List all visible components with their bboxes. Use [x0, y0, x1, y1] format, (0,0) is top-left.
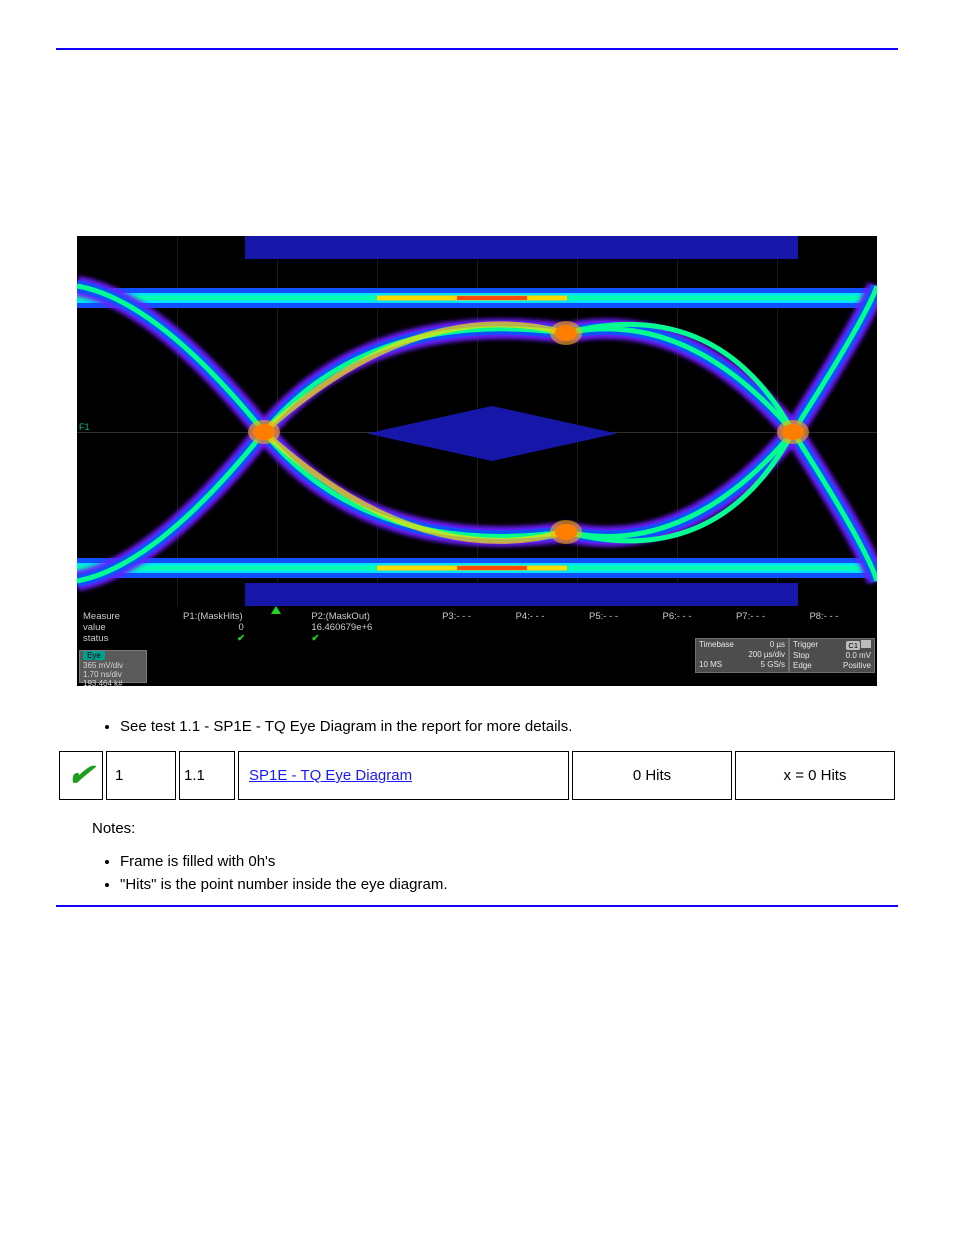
meas-header: P3:- - -	[436, 611, 509, 622]
measure-status-label: status	[77, 633, 177, 644]
trigger-slope: Positive	[843, 661, 871, 671]
trigger-panel: Trigger C1 Stop 0.0 mV Edge Positive	[789, 638, 875, 673]
pass-check-cell: ✔	[59, 751, 103, 800]
meas-header: P8:- - -	[803, 611, 877, 622]
timebase-tdiv: 200 µs/div	[748, 650, 785, 660]
see-also-list: See test 1.1 - SP1E - TQ Eye Diagram in …	[56, 716, 898, 737]
timebase-offset: 0 µs	[770, 640, 785, 650]
result-subindex: 1.1	[179, 751, 235, 800]
trigger-title: Trigger	[793, 640, 818, 651]
measure-row-label: Measure	[77, 611, 177, 622]
eye-badge-vdiv: 365 mV/div	[83, 661, 123, 670]
trigger-mode: Edge	[793, 661, 812, 671]
trigger-state: Stop	[793, 651, 809, 661]
note-item: "Hits" is the point number inside the ey…	[120, 874, 898, 895]
oscilloscope-screenshot: F1 Measure P1:(MaskHits) P2:(MaskOut) P3…	[77, 236, 877, 686]
meas-value: 16.460679e+6	[305, 622, 436, 633]
meas-header: P2:(MaskOut)	[305, 611, 436, 622]
result-measured: 0 Hits	[572, 751, 732, 800]
result-test-link[interactable]: SP1E - TQ Eye Diagram	[238, 751, 569, 800]
notes-list: Frame is filled with 0h's "Hits" is the …	[56, 851, 898, 895]
eye-badge-count: 193.464 k#	[83, 679, 123, 686]
result-row-table: ✔ 1 1.1 SP1E - TQ Eye Diagram 0 Hits x =…	[56, 751, 898, 800]
status-panels: Timebase 0 µs 200 µs/div 10 MS 5 GS/s Trig…	[695, 638, 875, 673]
trigger-src-icon: C1	[846, 641, 860, 650]
check-icon: ✔	[177, 633, 305, 644]
measure-value-label: value	[77, 622, 177, 633]
channel-f1-label: F1	[79, 422, 90, 432]
see-also-item: See test 1.1 - SP1E - TQ Eye Diagram in …	[120, 716, 898, 737]
timebase-samples: 10 MS	[699, 660, 722, 670]
meas-header: P1:(MaskHits)	[177, 611, 305, 622]
meas-header: P6:- - -	[657, 611, 730, 622]
meas-header: P7:- - -	[730, 611, 803, 622]
meas-header: P4:- - -	[510, 611, 583, 622]
trigger-edge-icon	[861, 640, 871, 648]
eye-badge-tdiv: 1.70 ns/div	[83, 670, 122, 679]
timebase-panel: Timebase 0 µs 200 µs/div 10 MS 5 GS/s	[695, 638, 789, 673]
notes-heading: Notes:	[92, 820, 898, 837]
timebase-title: Timebase	[699, 640, 734, 650]
eye-diagram-svg	[77, 236, 877, 606]
horizontal-rule-top	[56, 48, 898, 50]
note-item: Frame is filled with 0h's	[120, 851, 898, 872]
trigger-level: 0.0 mV	[846, 651, 871, 661]
timebase-rate: 5 GS/s	[761, 660, 785, 670]
diag-group	[77, 286, 877, 581]
horizontal-rule-bottom	[56, 905, 898, 907]
pass-check-icon: ✔	[66, 758, 96, 793]
result-index: 1	[106, 751, 176, 800]
meas-value: 0	[177, 622, 305, 633]
meas-header: P5:- - -	[583, 611, 656, 622]
eye-settings-badge: Eye 365 mV/div 1.70 ns/div 193.464 k#	[79, 650, 147, 683]
eye-badge-tag: Eye	[83, 651, 105, 660]
table-row: ✔ 1 1.1 SP1E - TQ Eye Diagram 0 Hits x =…	[59, 751, 895, 800]
check-icon: ✔	[305, 633, 436, 644]
result-passfail: x = 0 Hits	[735, 751, 895, 800]
